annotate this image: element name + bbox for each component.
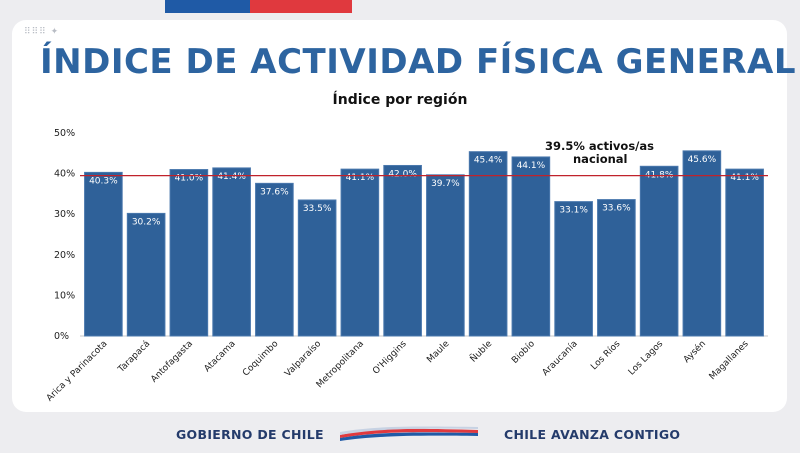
bar-value-label: 33.1% <box>559 206 588 216</box>
bar-6 <box>297 199 337 337</box>
page-title: ÍNDICE DE ACTIVIDAD FÍSICA GENERAL <box>40 42 797 82</box>
bar-11 <box>511 156 551 337</box>
bar-value-label: 33.5% <box>303 204 332 214</box>
bar-value-label: 40.3% <box>89 176 118 186</box>
bar-value-label: 37.6% <box>260 187 289 197</box>
x-tick-label: Coquimbo <box>241 339 281 379</box>
x-tick-label: Biobío <box>510 339 537 366</box>
bar-value-label: 30.2% <box>132 217 161 227</box>
x-tick-label: Los Ríos <box>589 339 622 372</box>
bar-value-label: 41.1% <box>730 173 759 183</box>
footer-slogan: CHILE AVANZA CONTIGO <box>504 427 681 442</box>
top-accent-red <box>250 0 352 13</box>
bar-5 <box>255 182 294 337</box>
chart-subtitle: Índice por región <box>332 92 468 108</box>
bar-value-label: 41.1% <box>346 173 375 183</box>
x-tick-label: Aysén <box>681 338 708 365</box>
x-tick-label: Valparaíso <box>283 339 323 379</box>
bar-14 <box>639 165 679 337</box>
top-accent-blue <box>165 0 250 13</box>
y-tick-label: 20% <box>54 250 75 261</box>
bar-7 <box>340 168 380 337</box>
x-tick-label: Los Lagos <box>627 339 666 378</box>
bar-16 <box>725 168 764 337</box>
y-tick-label: 0% <box>54 331 69 342</box>
bar-value-label: 45.4% <box>474 156 503 166</box>
y-tick-label: 30% <box>54 209 75 220</box>
x-tick-label: Atacama <box>203 339 238 374</box>
x-tick-label: Arica y Parinacota <box>45 339 110 404</box>
x-tick-label: Tarapacá <box>116 339 152 375</box>
bar-10 <box>468 151 508 337</box>
x-tick-label: Ñuble <box>468 338 495 365</box>
x-tick-label: Araucanía <box>541 339 580 378</box>
chile-flag-wave-icon <box>340 426 478 441</box>
decorative-dots-icon: ⠿⠿⠿ ✦ <box>24 27 60 37</box>
bar-value-label: 41.4% <box>217 172 246 182</box>
bar-3 <box>169 169 209 337</box>
x-tick-label: O'Higgins <box>371 339 409 377</box>
bar-value-label: 33.6% <box>602 204 631 214</box>
bar-value-label: 42.0% <box>388 169 417 179</box>
reference-label-sub: nacional <box>573 152 628 166</box>
bar-13 <box>597 199 636 337</box>
bar-8 <box>383 164 422 337</box>
y-tick-label: 50% <box>54 128 75 139</box>
x-tick-label: Antofagasta <box>149 339 195 385</box>
y-tick-label: 10% <box>54 290 75 301</box>
bar-value-label: 44.1% <box>517 161 546 171</box>
bar-value-label: 45.6% <box>688 155 717 165</box>
bar-value-label: 39.7% <box>431 179 460 189</box>
y-tick-label: 40% <box>54 169 75 180</box>
footer-government-label: GOBIERNO DE CHILE <box>176 427 324 442</box>
bar-4 <box>212 167 251 337</box>
bar-9 <box>426 174 465 337</box>
bar-12 <box>554 201 593 337</box>
reference-label: 39.5% activos/as <box>545 139 654 153</box>
bar-2 <box>126 212 166 337</box>
bar-1 <box>84 171 123 337</box>
x-tick-label: Magallanes <box>708 339 751 382</box>
bar-15 <box>682 150 722 337</box>
bar-value-label: 41.0% <box>175 174 204 184</box>
x-tick-label: Maule <box>425 339 452 366</box>
